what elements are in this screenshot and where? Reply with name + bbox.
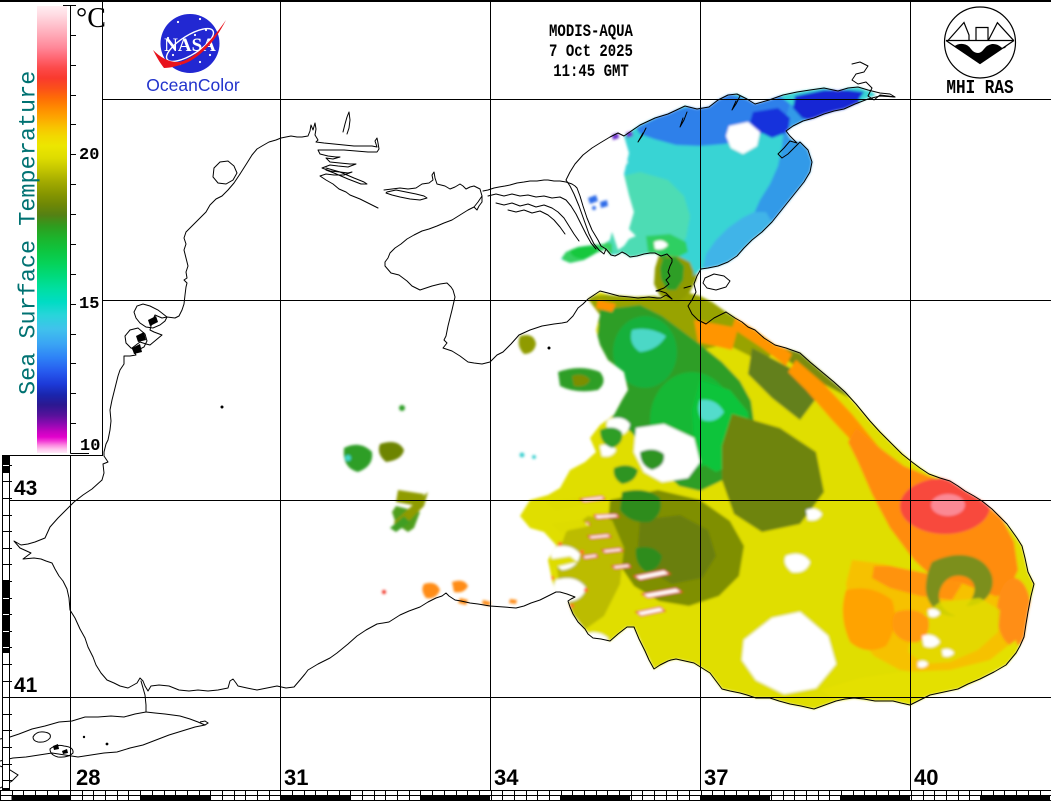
svg-text:11:45 GMT: 11:45 GMT (553, 62, 629, 82)
svg-text:10: 10 (80, 437, 100, 456)
svg-text:15: 15 (79, 295, 99, 314)
svg-text:43: 43 (14, 477, 37, 500)
svg-text:°C: °C (76, 3, 106, 34)
svg-text:MODIS-AQUA: MODIS-AQUA (549, 22, 633, 42)
svg-text:20: 20 (79, 146, 99, 165)
svg-text:MHI RAS: MHI RAS (946, 78, 1014, 100)
svg-text:OceanColor: OceanColor (146, 75, 240, 95)
svg-text:28: 28 (76, 765, 100, 790)
svg-text:Sea Surface Temperature: Sea Surface Temperature (16, 71, 43, 395)
svg-text:7 Oct 2025: 7 Oct 2025 (549, 42, 633, 62)
svg-text:37: 37 (704, 765, 728, 790)
svg-text:41: 41 (14, 674, 38, 697)
svg-text:34: 34 (494, 765, 519, 790)
svg-text:31: 31 (284, 765, 308, 790)
svg-text:40: 40 (914, 765, 938, 790)
